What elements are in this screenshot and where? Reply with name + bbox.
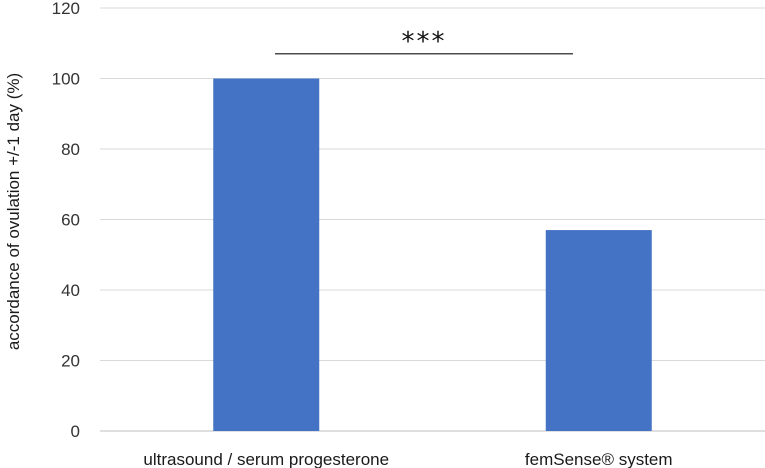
y-tick-label: 40 [61, 281, 80, 300]
y-axis-title: accordance of ovulation +/-1 day (%) [4, 73, 23, 350]
y-tick-label: 100 [52, 70, 80, 89]
y-axis-ticks: 0 20 40 60 80 100 120 [52, 0, 80, 441]
y-tick-label: 20 [61, 352, 80, 371]
y-tick-label: 80 [61, 140, 80, 159]
bar [213, 78, 320, 431]
bars [213, 78, 652, 431]
x-category-label: femSense® system [525, 450, 673, 468]
significance-label: *** [402, 27, 447, 57]
x-category-label: ultrasound / serum progesterone [143, 450, 389, 468]
gridlines [100, 7, 765, 432]
bar [545, 230, 652, 431]
y-tick-label: 60 [61, 211, 80, 230]
x-axis: ultrasound / serum progesterone femSense®… [143, 450, 672, 468]
annotations: *** [275, 27, 573, 57]
y-tick-label: 120 [52, 0, 80, 18]
y-tick-label: 0 [71, 422, 80, 441]
